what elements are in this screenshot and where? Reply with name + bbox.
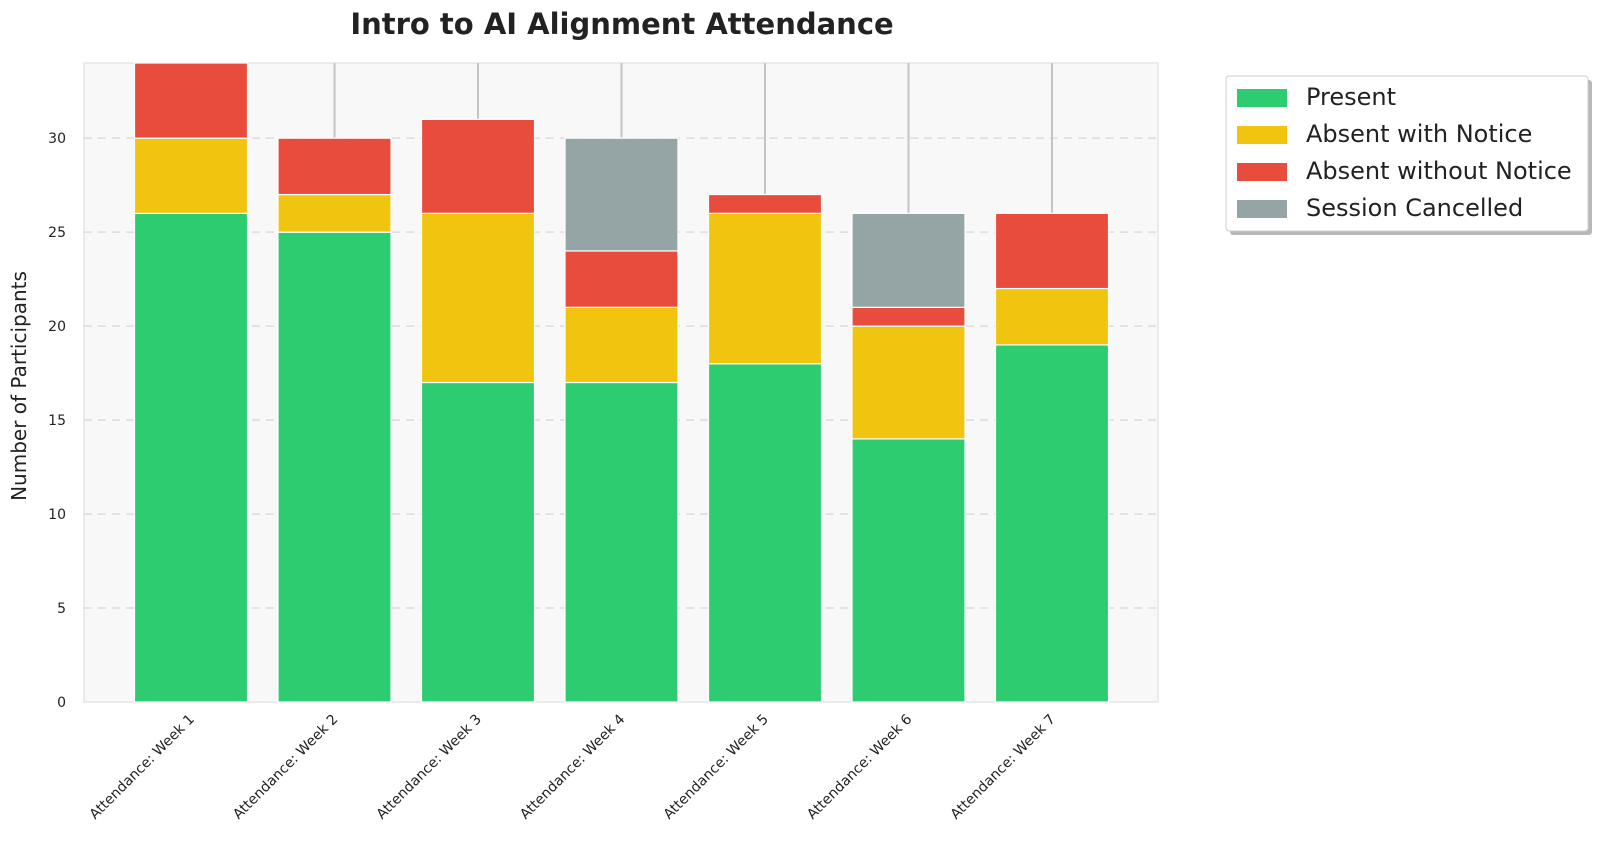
bar-segment [707,212,823,365]
bar-segment [851,212,966,308]
x-tick-label: Attendance: Week 3 [374,712,485,823]
bar-segment [707,363,823,703]
legend-box [1225,75,1589,232]
bar-segment [707,193,823,214]
bar-segment [133,212,249,703]
y-tick-label: 10 [48,507,66,523]
legend-entries: Present Absent with Notice Absent without … [1237,83,1572,222]
bar-segment [851,306,966,327]
y-axis-ticks: 0 5 10 15 20 25 30 [48,131,66,711]
bar-stems [333,63,1053,214]
legend: Present Absent with Notice Absent without … [1225,75,1592,235]
bar-segment [564,381,679,703]
x-tick-label: Attendance: Week 1 [87,712,198,823]
legend-swatch [1237,200,1287,218]
bar-segment [994,212,1110,290]
y-tick-label: 15 [48,413,66,429]
bars [133,62,1110,703]
bar-segment [851,325,966,440]
bar-segment [133,137,249,214]
y-tick-label: 5 [57,601,66,617]
legend-label: Absent with Notice [1306,120,1532,148]
bar-segment [133,62,249,139]
x-tick-label: Attendance: Week 2 [230,712,341,823]
bar-segment [994,344,1110,703]
bar-segment [564,250,679,308]
y-axis-label: Number of Participants [7,271,31,501]
bar-segment [564,306,679,384]
legend-swatch [1237,163,1287,181]
x-tick-label: Attendance: Week 7 [948,712,1059,823]
legend-swatch [1237,89,1287,107]
y-tick-label: 0 [57,695,66,711]
bar-segment [564,137,679,252]
bar-segment [994,287,1110,346]
bar-segment [851,438,966,703]
bar-segment [420,212,536,384]
y-tick-label: 30 [48,131,66,147]
bar-segment [277,137,392,196]
legend-label: Present [1306,83,1396,111]
bar-segment [420,381,536,703]
y-tick-label: 20 [48,319,66,335]
legend-label: Session Cancelled [1306,194,1523,222]
legend-swatch [1237,126,1287,144]
bar-segment [277,193,392,233]
bar-segment [420,118,536,214]
chart-title: Intro to AI Alignment Attendance [350,7,893,41]
y-tick-label: 25 [48,225,66,241]
x-tick-label: Attendance: Week 5 [661,712,772,823]
bar-segment [277,231,392,703]
x-tick-label: Attendance: Week 4 [517,711,628,822]
x-tick-label: Attendance: Week 6 [804,711,915,822]
x-axis-ticks: Attendance: Week 1 Attendance: Week 2 Atte… [87,711,1059,822]
legend-label: Absent without Notice [1306,157,1572,185]
